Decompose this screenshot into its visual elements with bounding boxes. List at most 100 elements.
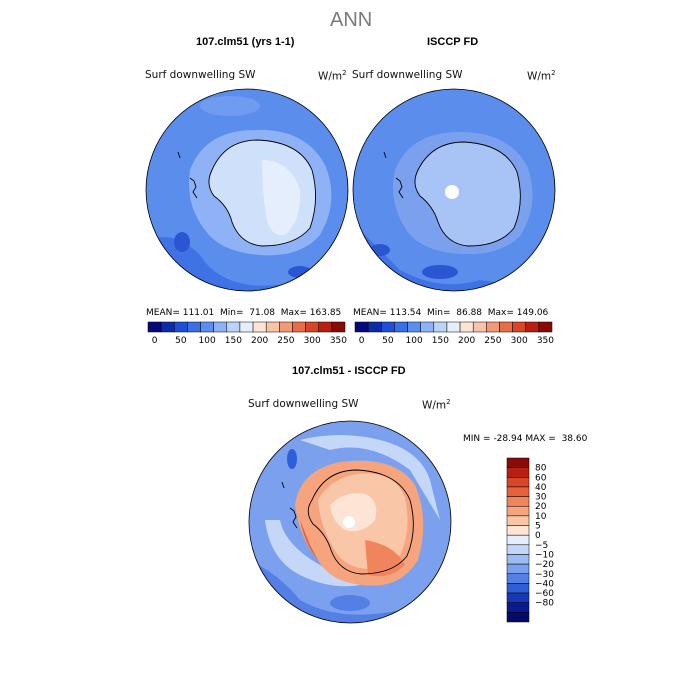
colorbar-swatch	[354, 321, 369, 333]
colorbar-tick-label: 20	[535, 502, 547, 512]
diff-units-label: W/m2	[422, 398, 451, 412]
top-left-subtitle: 107.clm51 (yrs 1-1)	[196, 36, 295, 48]
colorbar-swatch	[506, 602, 530, 613]
colorbar-tick-label: −5	[535, 541, 548, 551]
colorbar-tick-label: 0	[535, 531, 541, 541]
colorbar-swatch	[160, 321, 175, 333]
colorbar-swatch	[506, 563, 530, 575]
colorbar-tick-label: 40	[535, 483, 547, 493]
colorbar-swatch	[394, 321, 408, 333]
colorbar-top-left: 0 50 100 150 200 250 300 350	[147, 321, 347, 346]
colorbar-swatch	[506, 515, 530, 526]
colorbar-tick-label: 100	[406, 336, 423, 346]
colorbar-swatch	[200, 321, 214, 333]
top-left-units-label: W/m2	[318, 69, 347, 83]
top-right-subtitle: ISCCP FD	[427, 36, 479, 48]
colorbar-swatch	[512, 321, 526, 333]
top-left-variable-label: Surf downwelling SW	[145, 69, 256, 81]
colorbar-swatch	[506, 544, 530, 555]
colorbar-swatch	[506, 496, 530, 507]
colorbar-swatch	[525, 321, 540, 333]
colorbar-tick-label: −60	[535, 589, 554, 599]
colorbar-swatch	[318, 321, 333, 333]
colorbar-swatch	[506, 583, 530, 594]
colorbar-swatch	[506, 477, 530, 488]
colorbar-tick-label: 300	[304, 336, 321, 346]
colorbar-swatch	[305, 321, 319, 333]
colorbar-swatch	[433, 321, 448, 333]
colorbar-tick-label: 300	[511, 336, 528, 346]
colorbar-swatch	[506, 592, 530, 603]
diff-variable-label: Surf downwelling SW	[248, 398, 359, 410]
colorbar-swatch	[252, 321, 267, 333]
coastline-obs	[383, 141, 521, 247]
map-difference-south-pole	[249, 421, 451, 623]
colorbar-swatch	[446, 321, 461, 333]
colorbar-swatch	[506, 486, 530, 497]
colorbar-swatch	[226, 321, 241, 333]
colorbar-tick-label: 60	[535, 473, 547, 483]
colorbar-swatch	[420, 321, 435, 333]
colorbar-swatch	[265, 321, 280, 333]
colorbar-tick-label: 200	[458, 336, 475, 346]
colorbar-tick-label: 30	[535, 493, 547, 503]
colorbar-swatch	[499, 321, 513, 333]
colorbar-tick-label: 5	[535, 522, 541, 532]
top-right-stats: MEAN= 113.54 Min= 86.88 Max= 149.06	[353, 308, 549, 318]
colorbar-tick-label: 10	[535, 512, 547, 522]
colorbar-swatch	[506, 457, 530, 468]
top-left-stats: MEAN= 111.01 Min= 71.08 Max= 163.85	[146, 308, 342, 318]
map-difference-border	[248, 420, 452, 624]
colorbar-swatch	[486, 321, 500, 333]
map-model-south-pole	[146, 89, 348, 291]
colorbar-tick-label: 250	[277, 336, 294, 346]
colorbar-swatch	[506, 554, 530, 565]
colorbar-swatch	[367, 321, 382, 333]
colorbar-tick-label: 250	[484, 336, 501, 346]
top-right-units-label: W/m2	[527, 69, 556, 83]
colorbar-swatch	[407, 321, 421, 333]
map-obs-border	[352, 88, 556, 292]
figure-title: ANN	[330, 9, 373, 31]
diff-subtitle: 107.clm51 - ISCCP FD	[292, 365, 406, 377]
colorbar-tick-label: 350	[330, 336, 347, 346]
colorbar-swatch	[239, 321, 254, 333]
colorbar-tick-label: 150	[432, 336, 449, 346]
coastline-model	[177, 139, 316, 247]
colorbar-tick-label: 80	[535, 464, 547, 474]
colorbar-top-right: 0 50 100 150 200 250 300 350	[354, 321, 554, 346]
map-obs-south-pole	[353, 89, 555, 291]
colorbar-swatch	[506, 534, 530, 546]
colorbar-swatch	[538, 321, 553, 333]
colorbar-tick-label: −40	[535, 579, 554, 589]
colorbar-tick-label: 100	[199, 336, 216, 346]
colorbar-swatch	[381, 321, 395, 333]
colorbar-swatch	[506, 505, 530, 517]
colorbar-tick-label: 200	[251, 336, 268, 346]
colorbar-tick-label: 150	[225, 336, 242, 346]
colorbar-tick-label: −30	[535, 570, 554, 580]
colorbar-tick-label: −80	[535, 599, 554, 609]
colorbar-swatch	[174, 321, 188, 333]
colorbar-swatch	[331, 321, 346, 333]
coastline-difference	[281, 469, 414, 575]
colorbar-tick-label: 0	[152, 336, 158, 346]
colorbar-tick-label: 50	[175, 336, 187, 346]
colorbar-tick-label: 350	[537, 336, 554, 346]
colorbar-swatch	[187, 321, 201, 333]
colorbar-swatch	[506, 467, 530, 478]
colorbar-swatch	[459, 321, 474, 333]
colorbar-tick-label: 0	[359, 336, 365, 346]
colorbar-swatch	[279, 321, 293, 333]
colorbar-tick-label: −20	[535, 560, 554, 570]
colorbar-swatch	[506, 612, 530, 623]
colorbar-swatch	[472, 321, 487, 333]
map-model-border	[145, 88, 349, 292]
colorbar-swatch	[292, 321, 306, 333]
colorbar-swatch	[147, 321, 162, 333]
colorbar-tick-label: 50	[382, 336, 394, 346]
colorbar-tick-label: −10	[535, 550, 554, 560]
colorbar-swatch	[213, 321, 228, 333]
